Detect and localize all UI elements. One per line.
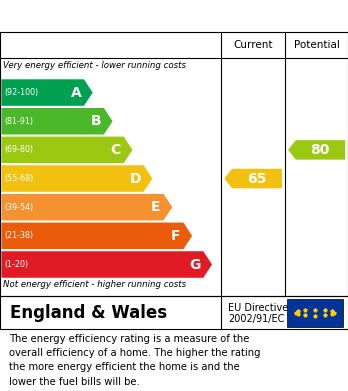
Text: A: A [70,86,81,100]
Text: (69-80): (69-80) [4,145,33,154]
Text: 65: 65 [247,172,266,186]
Text: 2002/91/EC: 2002/91/EC [228,314,284,324]
Text: EU Directive: EU Directive [228,303,288,313]
Text: (39-54): (39-54) [4,203,33,212]
Polygon shape [1,251,212,278]
Text: Potential: Potential [294,40,340,50]
Polygon shape [1,222,192,249]
Polygon shape [1,194,172,221]
Text: C: C [111,143,121,157]
Text: (81-91): (81-91) [4,117,33,126]
Text: B: B [90,114,101,128]
Text: (1-20): (1-20) [4,260,28,269]
Polygon shape [1,165,152,192]
Bar [287,299,343,326]
Text: (92-100): (92-100) [4,88,38,97]
Text: Not energy efficient - higher running costs: Not energy efficient - higher running co… [3,280,187,289]
Text: (21-38): (21-38) [4,231,33,240]
Text: (55-68): (55-68) [4,174,33,183]
Text: Very energy efficient - lower running costs: Very energy efficient - lower running co… [3,61,187,70]
Polygon shape [288,140,345,160]
Text: E: E [151,200,161,214]
Text: D: D [129,172,141,186]
Text: Energy Efficiency Rating: Energy Efficiency Rating [9,9,230,23]
Text: The energy efficiency rating is a measure of the
overall efficiency of a home. T: The energy efficiency rating is a measur… [9,334,260,387]
Text: F: F [171,229,181,243]
Polygon shape [1,136,133,163]
Text: 80: 80 [310,143,330,157]
Polygon shape [224,169,282,188]
Polygon shape [1,108,112,135]
Text: England & Wales: England & Wales [10,303,168,322]
Polygon shape [1,79,93,106]
Text: G: G [189,258,200,271]
Text: Current: Current [234,40,273,50]
